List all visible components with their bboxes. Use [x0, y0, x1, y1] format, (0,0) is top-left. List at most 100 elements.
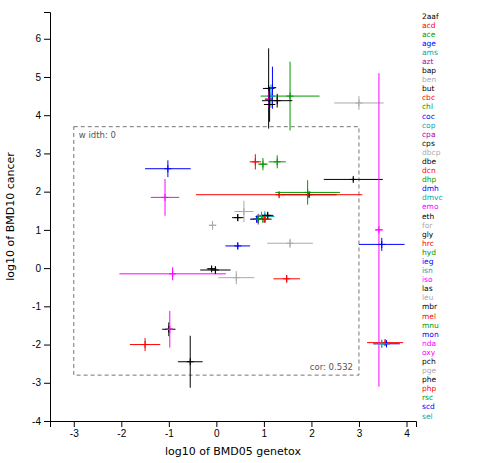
y-tick: -2 [32, 339, 50, 350]
y-tick-mark [44, 421, 50, 422]
point [142, 341, 149, 348]
error-bar-group [207, 265, 217, 272]
legend-entry: isn [422, 266, 433, 275]
y-tick-mark [44, 230, 50, 231]
x-tick-label: -3 [70, 428, 79, 439]
legend-entry: dbe [422, 157, 437, 166]
annotation: w idth: 0 [79, 130, 116, 140]
error-bar-group [166, 311, 173, 348]
legend-entry: dbcp [422, 148, 441, 157]
legend-entry: chl [422, 102, 433, 111]
x-error-bar [373, 343, 400, 344]
y-tick: 6 [35, 33, 50, 44]
legend-entry: scd [422, 402, 435, 411]
x-tick-mark [311, 421, 312, 427]
legend-entry: cps [422, 139, 435, 148]
legend-entry: hrc [422, 239, 434, 248]
error-bar-group [232, 214, 243, 221]
legend-entry: php [422, 384, 437, 393]
point [166, 326, 173, 333]
y-axis-title: log10 of BMD10 cancer [4, 152, 17, 281]
legend-entry: ben [422, 75, 436, 84]
error-bar-group [273, 275, 300, 283]
legend-entry: las [422, 284, 433, 293]
y-tick: -3 [32, 377, 50, 388]
legend-entry: eth [422, 212, 435, 221]
point [355, 99, 362, 106]
y-axis: -4-3-2-10123456 [32, 13, 50, 427]
legend-entry: but [422, 84, 435, 93]
error-bar-group [209, 221, 217, 230]
y-tick: 4 [35, 110, 50, 121]
legend-entry: ace [422, 30, 436, 39]
error-bar-group [258, 158, 268, 170]
point [274, 158, 281, 165]
error-bar-group [200, 266, 230, 274]
point [259, 161, 266, 168]
error-bar-group [324, 176, 383, 183]
plot-area: -3-2-101234-4-3-2-10123456log10 of BMD05… [4, 13, 417, 459]
point [274, 97, 281, 104]
legend-entry: bap [422, 66, 436, 75]
error-bar-group [267, 239, 313, 248]
x-tick: -2 [117, 421, 126, 439]
y-tick: 1 [35, 225, 50, 236]
y-tick-mark [44, 306, 50, 307]
error-bar-group [250, 154, 261, 169]
x-tick-label: 2 [309, 428, 315, 439]
y-tick: 3 [35, 148, 50, 159]
point [165, 326, 172, 333]
error-bar-group [225, 242, 250, 249]
legend-entry: azt [422, 57, 434, 66]
y-axis-line [44, 13, 51, 422]
legend-entry: gly [422, 230, 434, 239]
legend-entry: oxy [422, 348, 436, 357]
error-bar-group [151, 179, 180, 216]
legend-entry: cpa [422, 130, 435, 139]
legend-entry: emo [422, 202, 439, 211]
point [378, 340, 385, 347]
y-tick-mark [44, 192, 50, 193]
legend-entry: dhp [422, 175, 437, 184]
x-axis: -3-2-101234 [51, 421, 417, 439]
point [234, 214, 241, 221]
dashed-box [74, 127, 359, 375]
point [252, 158, 259, 165]
point [265, 96, 272, 103]
x-tick: 4 [404, 421, 410, 439]
point [234, 242, 241, 249]
error-bar-group [162, 322, 175, 336]
legend-entry: ieg [422, 257, 434, 266]
y-tick-mark [44, 383, 50, 384]
y-tick-label: 1 [35, 225, 41, 236]
x-tick: 1 [262, 421, 268, 439]
x-tick-mark [264, 421, 265, 427]
y-tick-label: 6 [35, 33, 41, 44]
error-bar-group [275, 180, 340, 204]
y-tick-label: 0 [35, 263, 41, 274]
y-tick-label: -4 [32, 416, 41, 427]
y-tick-mark [44, 268, 50, 269]
y-tick-label: 3 [35, 148, 41, 159]
error-bar-group [375, 73, 383, 386]
error-bar-group [254, 216, 263, 223]
x-tick-label: 3 [357, 428, 363, 439]
error-bar-group [218, 271, 254, 284]
x-tick-mark [74, 421, 75, 427]
point [375, 226, 382, 233]
legend-entry: for [422, 221, 433, 230]
x-tick-mark [121, 421, 122, 427]
y-tick-mark [44, 77, 50, 78]
error-bar-group [178, 336, 203, 388]
legend-entry: coc [422, 112, 435, 121]
x-tick: 0 [214, 421, 220, 439]
point [283, 275, 290, 282]
legend-entry: age [422, 39, 436, 48]
annotation: cor: 0.532 [310, 362, 353, 372]
error-bar-group [359, 238, 405, 251]
error-bar-group [374, 340, 390, 348]
x-tick: -3 [70, 421, 79, 439]
point [233, 274, 240, 281]
point [162, 194, 169, 201]
y-tick-mark [44, 345, 50, 346]
